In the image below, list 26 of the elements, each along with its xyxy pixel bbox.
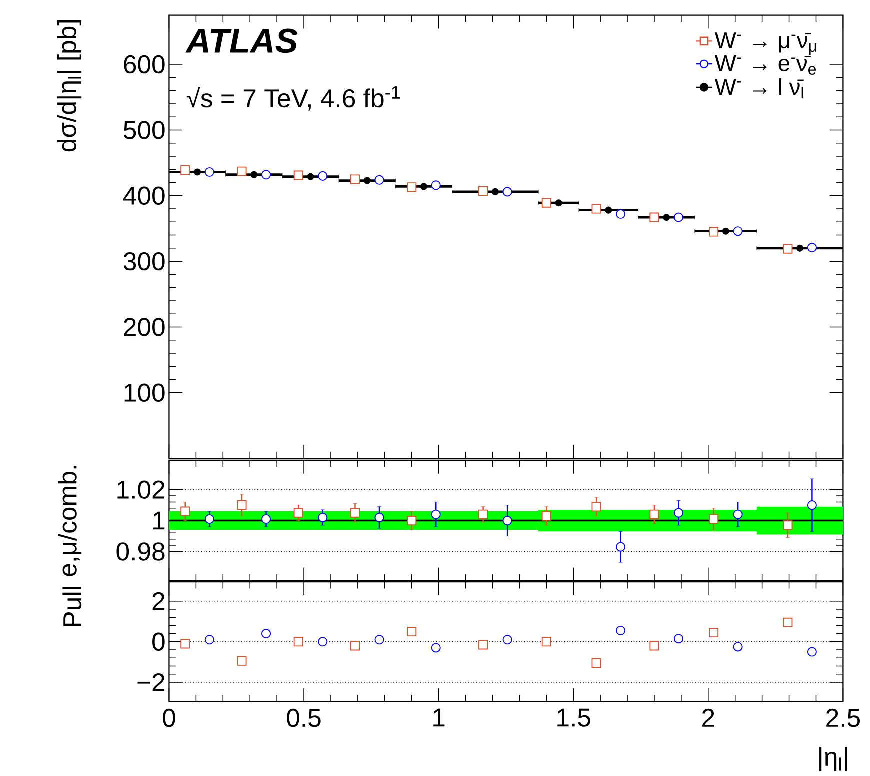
x-tick-label: 2: [702, 708, 714, 727]
annotation: ATLAS: [186, 28, 298, 53]
x-tick-label: 1: [434, 708, 445, 726]
y-tick-label: 300: [124, 252, 165, 270]
y-tick-label: 1.02: [118, 480, 165, 499]
legend-label: W$^{-}$ → e$^{-}$ν̄$_{e}$: [714, 55, 816, 75]
y-axis-title: Pull: [62, 586, 82, 626]
legend-label: W$^{-}$ → μ$^{-}$ν̄$_{μ}$: [714, 32, 816, 55]
y-tick-label: 200: [124, 318, 165, 336]
y-tick-label: 0.98: [116, 542, 165, 561]
y-tick-label: 1: [153, 512, 165, 530]
y-tick-label: −2: [138, 673, 165, 692]
y-tick-label: 600: [124, 55, 165, 74]
legend-label: W$^{-}$ → l ν̄$_{l}$: [714, 78, 804, 98]
y-tick-label: 0: [152, 632, 165, 651]
x-tick-label: 2.5: [826, 708, 860, 727]
y-tick-label: 2: [152, 592, 165, 610]
x-axis-title: |η$_{l}$|: [820, 747, 848, 772]
y-tick-label: 400: [123, 186, 165, 205]
annotation: √s = 7 TeV, 4.6 fb$^{-1}$: [186, 86, 400, 111]
y-axis-title: dσ/d|η$_{l}$| [pb]: [57, 20, 82, 152]
x-tick-label: 0.5: [287, 708, 321, 727]
y-tick-label: 100: [124, 384, 165, 402]
y-tick-label: 500: [124, 120, 165, 140]
y-axis-title: e,μ/comb.: [58, 466, 82, 576]
x-tick-label: 1.5: [558, 708, 590, 727]
